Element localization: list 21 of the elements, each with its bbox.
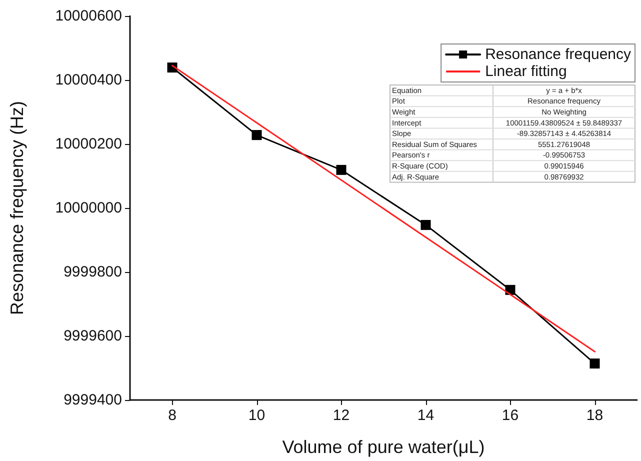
legend-label: Linear fitting [485, 63, 567, 80]
point [420, 220, 431, 230]
y-tick-label: 10000000 [55, 200, 122, 216]
y-tick-label: 10000400 [55, 72, 122, 88]
point [336, 164, 346, 175]
y-tick-label: 10000600 [55, 8, 122, 24]
x-tick-label: 8 [168, 407, 176, 424]
x-tick-label: 16 [502, 407, 519, 424]
y-tick-label: 10000200 [55, 136, 122, 152]
x-axis-title: Volume of pure water(μL) [282, 437, 485, 457]
x-tick-label: 18 [586, 407, 604, 424]
point [252, 130, 262, 140]
x-tick-label: 10 [248, 407, 266, 424]
x-tick-label: 14 [417, 407, 434, 424]
y-tick-label: 9999600 [64, 328, 122, 344]
y-tick-label: 9999400 [64, 392, 122, 408]
point [590, 358, 600, 369]
x-tick-label: 12 [332, 407, 350, 424]
y-axis-title: Resonance frequency (Hz) [7, 100, 27, 316]
y-tick-label: 9999800 [64, 264, 122, 280]
legend-label: Resonance frequency [485, 46, 632, 63]
